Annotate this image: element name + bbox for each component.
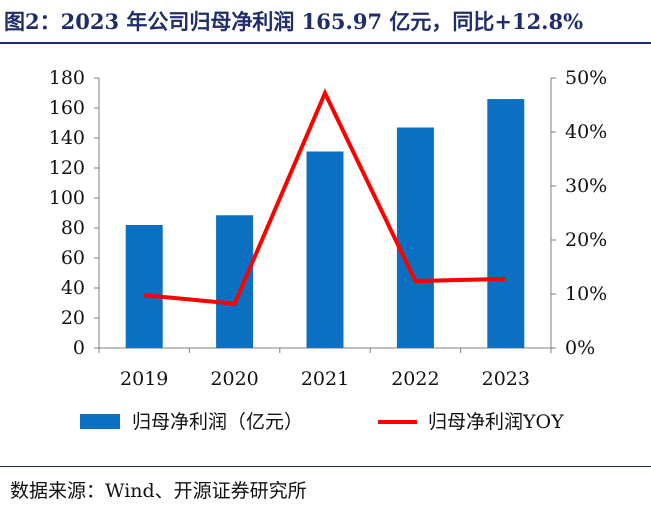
y-left-tick-label: 60 xyxy=(61,247,85,269)
source-note: 数据来源：Wind、开源证券研究所 xyxy=(10,480,307,502)
y-right-tick-label: 20% xyxy=(565,229,607,251)
y-right-tick-label: 10% xyxy=(565,283,607,305)
bar-series xyxy=(125,99,525,348)
x-tick-label: 2023 xyxy=(482,368,530,390)
legend: 归母净利润（亿元） 归母净利润YOY xyxy=(80,411,564,433)
yoy-point xyxy=(324,92,326,94)
y-left-tick-label: 0 xyxy=(73,337,85,359)
y-left-tick-label: 160 xyxy=(49,97,85,119)
y-left-tick-label: 120 xyxy=(49,157,85,179)
bar xyxy=(306,151,344,348)
legend-label-bar: 归母净利润（亿元） xyxy=(132,411,303,433)
yoy-point xyxy=(505,278,507,280)
bar xyxy=(396,127,434,348)
bar xyxy=(216,215,254,348)
x-tick-label: 2022 xyxy=(391,368,439,390)
y-left-tick-label: 20 xyxy=(61,307,85,329)
x-tick-label: 2020 xyxy=(210,368,258,390)
y-right-tick-label: 50% xyxy=(565,67,607,89)
legend-label-line: 归母净利润YOY xyxy=(428,411,564,433)
x-tick-label: 2019 xyxy=(120,368,168,390)
bar xyxy=(487,99,525,348)
y-left-tick-label: 40 xyxy=(61,277,85,299)
y-left-tick-label: 80 xyxy=(61,217,85,239)
line-series xyxy=(143,88,507,306)
chart: 0 20 40 60 80 100 120 140 160 180 0% 10% 20% 30% 40% 50… xyxy=(49,67,608,433)
yoy-point xyxy=(143,294,145,296)
yoy-point xyxy=(414,280,416,282)
y-right-tick-label: 0% xyxy=(565,337,595,359)
y-left-tick-label: 140 xyxy=(49,127,85,149)
legend-swatch-bar xyxy=(80,414,120,429)
title-bar: 图2：2023 年公司归母净利润 165.97 亿元，同比+12.8% xyxy=(0,0,651,44)
y-right-tick-label: 40% xyxy=(565,121,607,143)
bar xyxy=(125,225,163,348)
figure-title: 图2：2023 年公司归母净利润 165.97 亿元，同比+12.8% xyxy=(4,9,584,34)
y-left-tick-label: 100 xyxy=(49,187,85,209)
tick-labels: 0 20 40 60 80 100 120 140 160 180 0% 10% 20% 30% 40% 50… xyxy=(49,67,608,390)
y-left-tick-label: 180 xyxy=(49,67,85,89)
x-tick-label: 2021 xyxy=(301,368,349,390)
y-right-tick-label: 30% xyxy=(565,175,607,197)
yoy-point xyxy=(234,303,236,305)
source-divider xyxy=(0,466,651,467)
